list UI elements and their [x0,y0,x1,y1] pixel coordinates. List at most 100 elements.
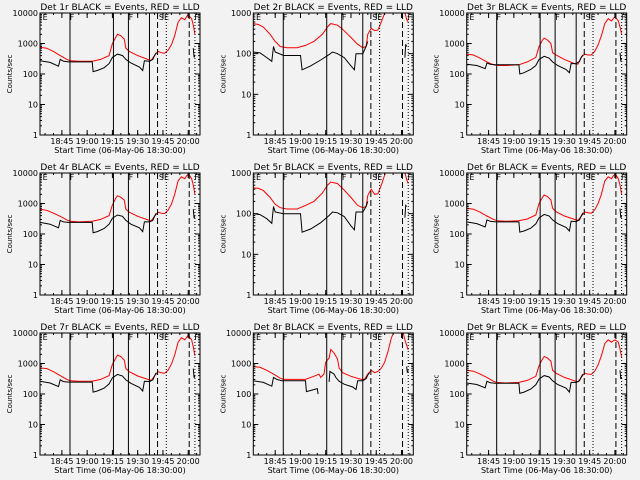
y-tick-label: 10000 [226,329,251,338]
series-lld-line [253,13,409,49]
y-axis-label: Counts/sec [433,215,441,254]
y-tick-label: 1000 [231,360,251,369]
marker-flag-label: SE [372,13,382,22]
y-tick-label: 10000 [13,9,38,18]
marker-flag-label: F [70,13,75,22]
x-tick-label: 19:00 [289,137,312,146]
y-tick-label: 1000 [444,200,464,209]
x-tick-label: 20:00 [603,137,626,146]
series-events-line [466,208,623,233]
x-tick-label: 20:00 [603,457,626,466]
x-tick-label: 20:00 [177,457,200,466]
x-tick-label: 19:15 [314,297,337,306]
y-tick-label: 10000 [13,329,38,338]
x-tick-label: 19:00 [76,297,99,306]
marker-flag-label: F [555,333,560,342]
y-tick-label: 100 [236,50,251,59]
marker-flag-label: SE [159,333,169,342]
plot-frame [252,172,414,296]
y-tick-label: 1 [246,451,251,460]
marker-flag-label: F [129,173,134,182]
x-axis-label: Start Time (06-May-06 18:30:00) [54,146,185,155]
y-axis-label: Counts/sec [433,375,441,414]
y-tick-label: 1000 [444,360,464,369]
marker-flag-label: F [283,13,288,22]
x-tick-label: 19:45 [365,297,388,306]
series-lld-line [466,173,623,222]
x-tick-label: 19:45 [365,457,388,466]
x-tick-label: 20:00 [603,297,626,306]
plot-frame [39,172,201,296]
y-axis-label: Counts/sec [6,55,14,94]
marker-flag-label: F [496,173,501,182]
y-tick-label: 1 [33,131,38,140]
x-tick-label: 19:15 [101,137,124,146]
series-lld-line [40,334,196,382]
marker-flag-label: F [496,333,501,342]
x-tick-label: 19:15 [101,457,124,466]
x-tick-label: 19:00 [502,457,525,466]
y-tick-label: 10 [241,421,251,430]
y-tick-label: 1000 [18,200,38,209]
x-tick-label: 18:45 [50,457,73,466]
x-tick-label: 19:15 [528,297,551,306]
y-tick-label: 100 [236,210,251,219]
y-tick-label: 1000 [18,360,38,369]
marker-flag-label: E [256,13,261,22]
x-tick-label: 20:00 [390,297,413,306]
y-tick-label: 100 [449,70,464,79]
series-lld-line [466,16,623,66]
marker-flag-label: SE [586,13,596,22]
y-tick-label: 10000 [439,169,464,178]
x-tick-label: 19:30 [553,297,576,306]
x-tick-label: 18:45 [264,457,287,466]
y-tick-label: 100 [23,230,38,239]
series-lld-line [466,339,623,384]
y-tick-label: 10 [455,101,465,110]
y-tick-label: 100 [236,390,251,399]
x-axis-label: Start Time (06-May-06 18:30:00) [481,306,612,315]
marker-flag-label: F [621,333,626,342]
x-tick-label: 19:15 [314,457,337,466]
marker-flag-label: F [283,173,288,182]
y-tick-label: 100 [449,230,464,239]
x-tick-label: 19:45 [151,137,174,146]
marker-flag-label: F [194,333,199,342]
marker-flag-label: E [469,13,474,22]
panel-title: Det 4r BLACK = Events, RED = LLD [40,163,199,173]
panel-title: Det 3r BLACK = Events, RED = LLD [467,3,626,13]
x-tick-label: 19:30 [126,457,149,466]
marker-flag-label: SE [372,173,382,182]
x-tick-label: 19:15 [528,457,551,466]
marker-flag-label: E [43,173,48,182]
x-axis-label: Start Time (06-May-06 18:30:00) [54,466,185,475]
marker-flag-label: F [70,333,75,342]
x-tick-label: 19:00 [502,297,525,306]
x-tick-label: 19:30 [553,137,576,146]
marker-flag-label: F [555,13,560,22]
y-axis-label: Counts/sec [433,55,441,94]
x-tick-label: 20:00 [390,457,413,466]
y-axis-label: Counts/sec [219,215,227,254]
marker-flag-label: SE [159,13,169,22]
panel-title: Det 8r BLACK = Events, RED = LLD [254,323,413,333]
y-tick-label: 1 [33,291,38,300]
marker-flag-label: E [469,173,474,182]
series-lld-line [253,333,409,380]
x-tick-label: 19:30 [339,137,362,146]
x-tick-label: 20:00 [177,297,200,306]
x-tick-label: 19:45 [151,457,174,466]
x-tick-label: 19:00 [502,137,525,146]
y-tick-label: 100 [23,390,38,399]
y-tick-label: 10 [455,261,465,270]
marker-flag-label: SE [586,173,596,182]
marker-flag-label: F [129,13,134,22]
marker-flag-label: F [496,13,501,22]
